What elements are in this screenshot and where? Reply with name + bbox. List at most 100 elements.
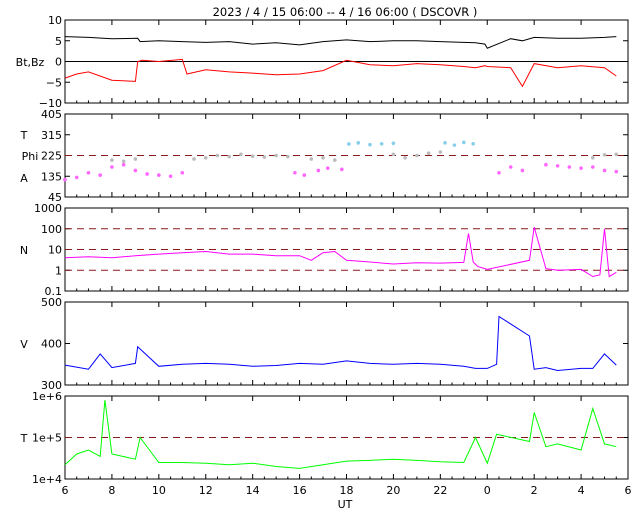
x-tick-label: 14: [246, 484, 260, 497]
x-tick-label: 6: [625, 484, 632, 497]
data-point-t: [461, 140, 466, 145]
data-point-phi: [403, 156, 407, 160]
data-point-a: [579, 166, 583, 170]
data-point-phi: [133, 157, 138, 161]
data-point-a: [316, 168, 321, 173]
data-point-phi: [391, 152, 396, 157]
data-point-a: [157, 173, 161, 177]
data-point-a: [602, 168, 607, 173]
data-point-phi: [250, 154, 255, 158]
chart-panels: 1050−5−10Bt,Bz40531522513545TPhiA1000100…: [16, 14, 632, 497]
data-point-a: [145, 172, 149, 176]
panel-angle: 405 315 225 135 45 T Phi A: [20, 108, 629, 204]
y-axis-label: T: [20, 432, 28, 445]
data-point-a: [591, 165, 595, 169]
data-point-phi: [121, 159, 126, 164]
y-tick-label: 300: [41, 379, 62, 392]
y-tick-label: 405: [41, 108, 62, 121]
y-axis-label: T: [20, 129, 28, 142]
data-point-a: [544, 162, 548, 167]
y-tick-label: 1e+6: [32, 390, 62, 403]
data-point-a: [293, 170, 297, 175]
data-point-t: [391, 141, 396, 146]
y-tick-label: 0: [55, 56, 62, 69]
y-tick-label: 45: [48, 191, 62, 204]
x-axis-label: UT: [338, 498, 353, 511]
data-point-a: [180, 170, 185, 175]
data-point-phi: [309, 157, 314, 161]
data-point-a: [74, 175, 79, 180]
data-point-phi: [415, 153, 419, 158]
data-point-a: [340, 167, 344, 172]
data-point-phi: [614, 152, 619, 157]
y-tick-label: 400: [41, 338, 62, 351]
y-axis-label: A: [20, 172, 28, 185]
y-tick-label: 500: [41, 296, 62, 309]
x-tick-label: 18: [340, 484, 354, 497]
x-tick-label: 8: [108, 484, 115, 497]
data-point-phi: [332, 158, 337, 162]
data-point-phi: [227, 154, 232, 159]
data-point-a: [133, 168, 138, 173]
data-point-t: [379, 141, 384, 146]
data-point-phi: [110, 158, 114, 162]
series-line-bz: [64, 58, 617, 88]
y-axis-label: Bt,Bz: [16, 56, 45, 69]
data-point-t: [356, 141, 361, 145]
data-point-a: [555, 164, 560, 168]
data-point-phi: [262, 155, 267, 159]
y-axis-label: N: [20, 244, 28, 257]
y-tick-label: 1000: [34, 202, 62, 215]
panel-mag: 10 5 0 −5 −10 Bt,Bz: [16, 14, 629, 110]
data-point-a: [325, 166, 330, 170]
x-tick-label: 6: [62, 484, 69, 497]
x-tick-label: 10: [152, 484, 166, 497]
y-tick-label: 315: [41, 129, 62, 142]
data-point-a: [98, 173, 102, 177]
x-tick-label: 22: [433, 484, 447, 497]
data-point-a: [302, 173, 307, 177]
y-tick-label: 5: [55, 35, 62, 48]
data-point-phi: [438, 150, 443, 154]
data-point-a: [614, 169, 619, 174]
panel-speed: 500 400 300 V: [20, 296, 629, 392]
data-point-a: [508, 165, 513, 169]
x-tick-label: 20: [386, 484, 400, 497]
x-tick-label: 12: [199, 484, 213, 497]
y-tick-label: 100: [41, 223, 62, 236]
data-point-phi: [591, 156, 595, 160]
data-point-phi: [239, 152, 243, 157]
data-point-phi: [286, 154, 290, 159]
x-tick-label: 4: [578, 484, 585, 497]
x-tick-label: 16: [293, 484, 307, 497]
data-point-a: [63, 177, 67, 182]
data-point-phi: [602, 153, 607, 157]
series-line-t: [64, 399, 617, 469]
y-axis-label: Phi: [22, 150, 39, 163]
data-point-phi: [192, 157, 196, 161]
data-point-a: [110, 165, 114, 169]
y-tick-label: 10: [48, 14, 62, 27]
series-line-n: [64, 226, 617, 278]
panel-frame: [64, 301, 629, 386]
data-point-a: [121, 162, 126, 167]
x-tick-label: 2: [531, 484, 538, 497]
data-point-phi: [215, 153, 220, 158]
data-point-t: [368, 142, 372, 147]
chart-title: 2023 / 4 / 15 06:00 -- 4 / 16 06:00 ( DS…: [213, 5, 478, 19]
data-point-t: [471, 141, 475, 146]
y-tick-label: 0.1: [45, 285, 63, 298]
data-point-phi: [203, 156, 208, 160]
y-tick-label: −5: [46, 76, 62, 89]
data-point-t: [443, 141, 447, 145]
y-axis-label: V: [20, 338, 28, 351]
y-tick-label: 1e+5: [32, 432, 62, 445]
series-line-v: [64, 315, 617, 372]
y-tick-label: 1e+4: [32, 473, 62, 486]
data-point-t: [452, 143, 457, 147]
data-point-a: [168, 174, 173, 179]
y-tick-label: −10: [39, 97, 62, 110]
y-tick-label: 1: [55, 264, 62, 277]
